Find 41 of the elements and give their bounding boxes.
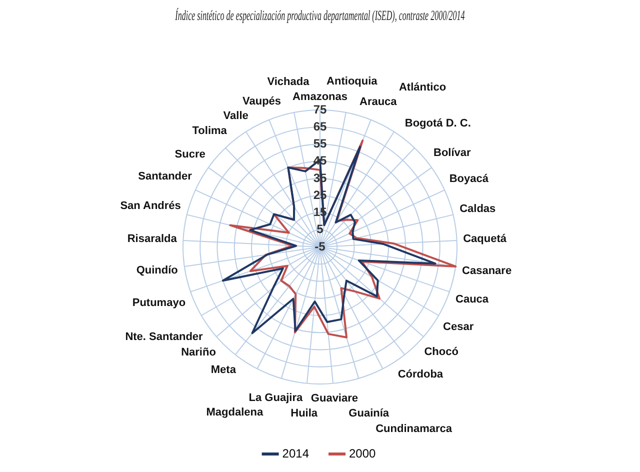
y-tick-label: 5 bbox=[316, 222, 324, 236]
spoke-label: Bolívar bbox=[434, 146, 472, 159]
spoke-label: Nte. Santander bbox=[125, 331, 204, 344]
spoke-label: Cundinamarca bbox=[376, 423, 453, 435]
spoke-label: Sucre bbox=[174, 148, 206, 161]
spoke-label: Nariño bbox=[181, 346, 216, 358]
y-tick-label: 65 bbox=[313, 119, 327, 134]
y-tick-label: -5 bbox=[314, 239, 326, 254]
spoke-label: Atlántico bbox=[398, 82, 446, 94]
spoke-label: Bogotá D. C. bbox=[404, 117, 471, 130]
spoke-label: Amazonas bbox=[292, 91, 348, 104]
spoke-label: Chocó bbox=[424, 346, 459, 358]
spoke-label: Casanare bbox=[462, 265, 512, 278]
spoke-label: Caldas bbox=[460, 202, 496, 215]
spoke-label: Putumayo bbox=[132, 296, 186, 309]
legend-label: 2000 bbox=[349, 446, 376, 460]
spoke-label: Risaralda bbox=[127, 233, 178, 246]
spoke-label: Guaviare bbox=[310, 392, 358, 405]
y-tick-label: 55 bbox=[313, 136, 327, 151]
legend-label: 2014 bbox=[282, 446, 310, 460]
spoke-label: San Andrés bbox=[120, 200, 181, 212]
spoke-label: Huila bbox=[290, 408, 318, 420]
spoke-label: Guainía bbox=[348, 407, 390, 420]
spoke-label: Boyacá bbox=[449, 173, 490, 186]
spoke-label: Santander bbox=[138, 170, 193, 182]
spoke-label: Tolima bbox=[192, 125, 228, 138]
spoke-label: Antioquia bbox=[326, 75, 378, 88]
spoke-label: Cesar bbox=[443, 320, 474, 333]
spoke-label: Vichada bbox=[267, 76, 310, 88]
spoke-label: La Guajira bbox=[248, 392, 304, 404]
spoke-label: Magdalena bbox=[206, 406, 264, 419]
spoke-label: Valle bbox=[223, 110, 248, 122]
spoke-label: Meta bbox=[210, 364, 237, 376]
spoke-label: Vaupés bbox=[242, 96, 282, 108]
spoke-label: Quindío bbox=[136, 264, 178, 276]
spoke-label: Caquetá bbox=[463, 233, 508, 246]
y-tick-label: 75 bbox=[313, 102, 327, 116]
chart-title: Índice sintético de especialización productiva departamental (ISED), contraste 2000/2014 bbox=[174, 8, 466, 24]
spoke-label: Arauca bbox=[359, 96, 398, 108]
spoke-label: Córdoba bbox=[398, 368, 444, 381]
spoke-label: Cauca bbox=[456, 294, 490, 306]
